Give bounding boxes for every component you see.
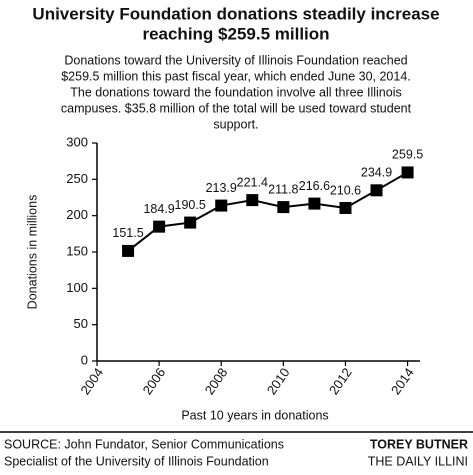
marker <box>122 244 135 257</box>
x-tick-label: 2008 <box>202 365 231 397</box>
subtitle: campuses. $35.8 million of the total wil… <box>61 101 412 115</box>
subtitle: support. <box>213 117 258 131</box>
data-label: 190.5 <box>175 198 206 212</box>
x-tick-label: 2012 <box>326 365 355 397</box>
subtitle: $259.5 million this past fiscal year, wh… <box>61 69 411 83</box>
data-label: 184.9 <box>143 202 174 216</box>
data-label: 221.4 <box>237 175 268 189</box>
x-tick-label: 2010 <box>264 365 293 397</box>
marker <box>401 166 414 179</box>
source: SOURCE: John Fundator, Senior Communicat… <box>4 437 284 451</box>
source: Specialist of the University of Illinois… <box>4 454 269 468</box>
marker <box>277 201 290 214</box>
chart-title: reaching $259.5 million <box>142 24 329 43</box>
data-label: 151.5 <box>112 226 143 240</box>
y-axis-title: Donations in millions <box>25 195 39 310</box>
marker <box>370 184 383 197</box>
data-label: 216.6 <box>299 179 330 193</box>
marker <box>153 220 166 233</box>
marker <box>246 194 259 207</box>
y-tick-label: 100 <box>66 280 88 295</box>
marker <box>339 201 352 214</box>
marker <box>308 197 321 210</box>
x-tick-label: 2004 <box>77 365 106 397</box>
x-tick-label: 2006 <box>140 365 169 397</box>
y-tick-label: 200 <box>66 207 88 222</box>
data-label: 234.9 <box>361 166 392 180</box>
y-tick-label: 50 <box>74 316 88 331</box>
chart-title: University Foundation donations steadily… <box>32 4 439 23</box>
data-label: 213.9 <box>206 181 237 195</box>
subtitle: The donations toward the foundation invo… <box>70 85 401 99</box>
data-label: 259.5 <box>392 148 423 162</box>
data-label: 210.6 <box>330 183 361 197</box>
y-tick-label: 250 <box>66 171 88 186</box>
subtitle: Donations toward the University of Illin… <box>64 53 407 67</box>
marker <box>184 216 197 229</box>
series-line <box>127 171 409 252</box>
y-tick-label: 300 <box>66 134 88 149</box>
credit: THE DAILY ILLINI <box>368 454 468 468</box>
data-label: 211.8 <box>268 182 298 196</box>
y-tick-label: 0 <box>81 352 88 367</box>
y-tick-label: 150 <box>66 243 88 258</box>
marker <box>215 199 228 212</box>
x-axis-title: Past 10 years in donations <box>181 408 328 422</box>
x-tick-label: 2014 <box>388 365 417 397</box>
credit: TOREY BUTNER <box>370 437 468 451</box>
